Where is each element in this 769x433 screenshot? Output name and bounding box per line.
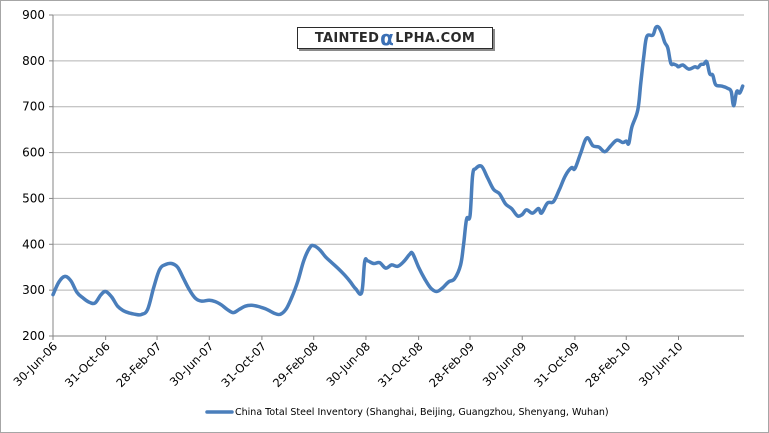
y-tick-label: 700 xyxy=(22,100,45,114)
alpha-logo-glyph: α xyxy=(380,26,395,50)
x-tick-label: 30-Jun-07 xyxy=(167,339,217,389)
axes xyxy=(52,15,744,337)
x-tick-label: 31-Oct-06 xyxy=(62,339,113,390)
x-tick-label: 31-Oct-08 xyxy=(375,339,426,390)
x-tick-label: 30-Jun-09 xyxy=(480,339,530,389)
x-tick-label: 28-Feb-10 xyxy=(583,339,634,390)
x-tick-label: 28-Feb-07 xyxy=(113,339,164,390)
watermark-suffix: LPHA.COM xyxy=(395,30,476,46)
y-tick-label: 900 xyxy=(22,8,45,22)
y-tick-label: 300 xyxy=(22,283,45,297)
x-tick-label: 30-Jun-06 xyxy=(10,339,60,389)
y-tick-label: 200 xyxy=(22,329,45,343)
y-tick-label: 500 xyxy=(22,191,45,205)
x-tick-label: 30-Jun-10 xyxy=(636,339,686,389)
watermark-prefix: TAINTED xyxy=(314,30,380,46)
y-tick-label: 400 xyxy=(22,237,45,251)
y-axis-ticks: 200 300 400 500 600 700 800 900 xyxy=(22,8,53,343)
legend: China Total Steel Inventory (Shanghai, B… xyxy=(205,407,609,418)
legend-label: China Total Steel Inventory (Shanghai, B… xyxy=(235,407,609,418)
y-tick-label: 600 xyxy=(22,146,45,160)
x-tick-label: 31-Oct-07 xyxy=(218,339,269,390)
gridlines xyxy=(53,14,744,291)
series-line-0 xyxy=(51,24,745,317)
x-tick-label: 28-Feb-09 xyxy=(426,339,477,390)
series-layer xyxy=(51,24,745,317)
tainted-alpha-watermark: TAINTED α LPHA.COM xyxy=(297,27,493,49)
x-tick-label: 31-Oct-09 xyxy=(531,339,582,390)
x-tick-label: 30-Jun-08 xyxy=(323,339,373,389)
x-axis-ticks: 30-Jun-06 31-Oct-06 28-Feb-07 30-Jun-07 31-O… xyxy=(10,336,686,390)
y-tick-label: 800 xyxy=(22,54,45,68)
x-tick-label: 29-Feb-08 xyxy=(270,339,321,390)
